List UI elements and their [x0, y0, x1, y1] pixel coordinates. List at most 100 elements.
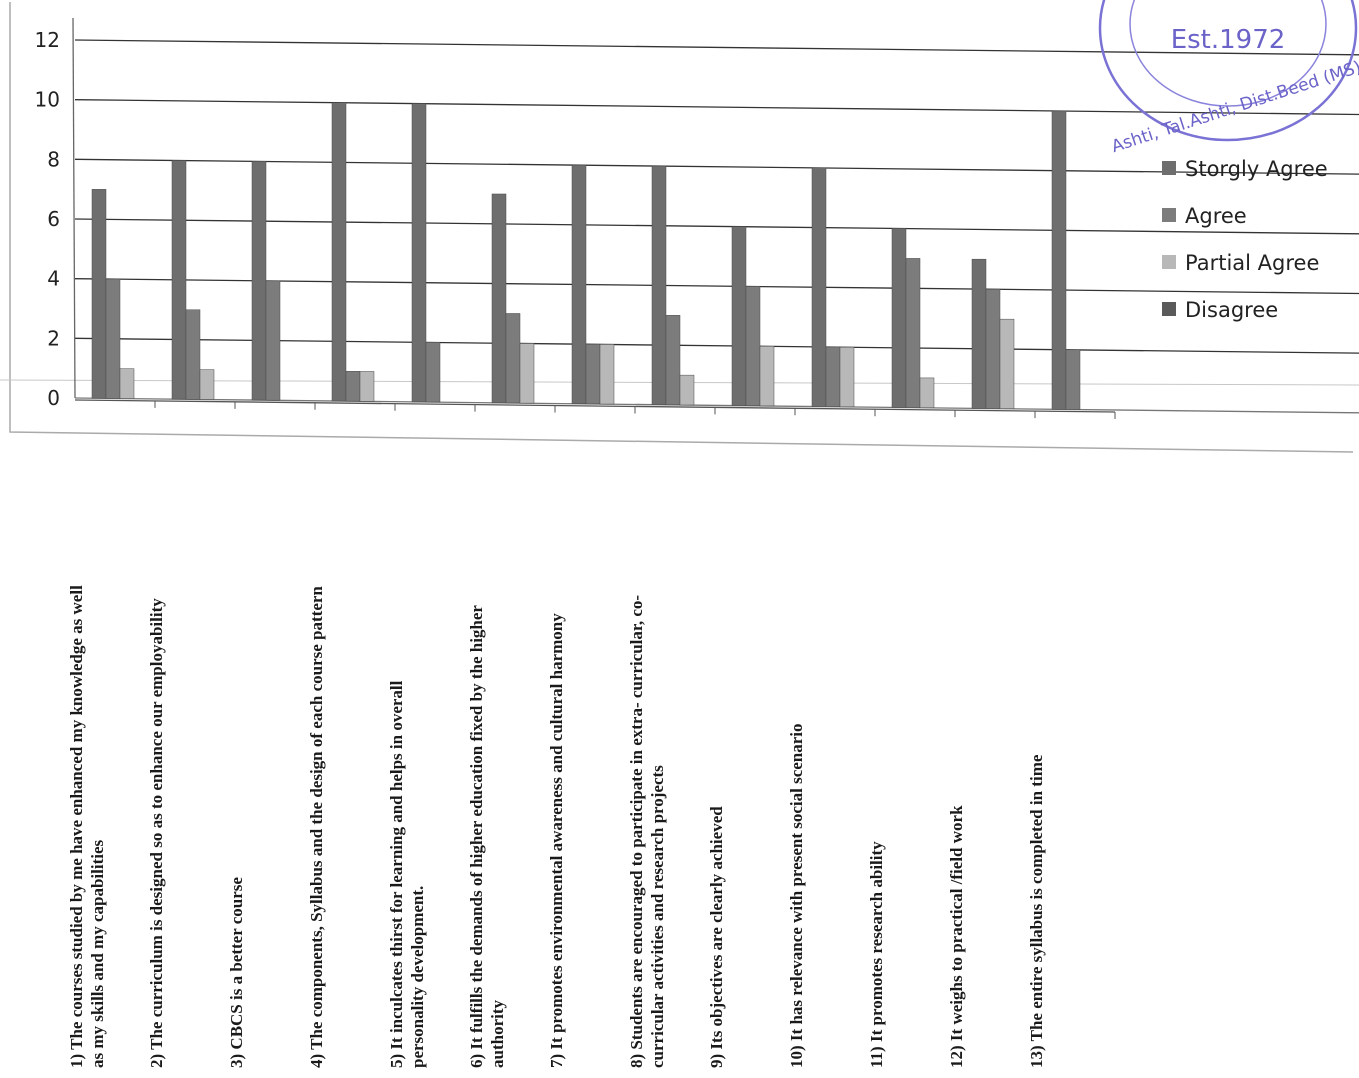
x-category-label-line: 13) The entire syllabus is completed in …	[1027, 754, 1046, 1068]
bar-agree	[745, 286, 761, 406]
bar-partial-agree	[519, 343, 535, 404]
bar-agree	[585, 343, 601, 405]
bar-agree	[825, 346, 841, 407]
x-category-label-line: 8) Students are encouraged to participat…	[627, 595, 646, 1068]
bar-storgly-agree	[251, 161, 267, 401]
x-category-label: 12) It weighs to practical /field work	[947, 805, 966, 1068]
gridline	[74, 218, 1359, 235]
gridline	[74, 99, 1359, 116]
bar-storgly-agree	[1051, 110, 1067, 410]
bar-partial-agree	[199, 369, 215, 400]
y-tick-label: 4	[47, 267, 60, 291]
x-category-label-line: 11) It promotes research ability	[867, 841, 886, 1068]
x-category-label-line: 10) It has relevance with present social…	[787, 723, 806, 1068]
gridline	[74, 278, 1359, 295]
bar-storgly-agree	[651, 165, 667, 405]
y-tick-labels: 0 2 4 6 8 10 12	[35, 28, 60, 410]
bar-partial-agree	[119, 368, 135, 399]
x-category-label: 9) Its objectives are clearly achieved	[707, 806, 726, 1068]
y-tick-label: 8	[47, 147, 60, 171]
bar-partial-agree	[839, 346, 855, 408]
x-category-label: 10) It has relevance with present social…	[787, 723, 806, 1068]
x-category-label-line: 2) The curriculum is designed so as to e…	[147, 598, 166, 1068]
x-category-label-line: 5) It inculcates thirst for learning and…	[387, 680, 406, 1068]
bar-storgly-agree	[331, 102, 347, 402]
x-category-label-line: 7) It promotes environmental awareness a…	[547, 613, 566, 1068]
bar-storgly-agree	[891, 228, 907, 408]
bar-agree	[265, 280, 281, 401]
stamp-place-text: Ashti, Tal.Ashti, Dist.Beed (MS)	[1109, 57, 1359, 157]
bar-agree	[425, 342, 441, 403]
x-category-label-line: 6) It fulfills the demands of higher edu…	[467, 605, 486, 1068]
legend-swatch	[1162, 161, 1176, 175]
legend: Storgly Agree Agree Partial Agree Disagree	[1162, 157, 1328, 322]
bar-partial-agree	[359, 371, 375, 402]
category-labels: 1) The courses studied by me have enhanc…	[67, 585, 1046, 1068]
y-tick-label: 0	[47, 386, 60, 410]
gridline	[74, 337, 1359, 354]
gridlines	[74, 39, 1359, 414]
x-category-label: 11) It promotes research ability	[867, 841, 886, 1068]
x-category-label-line: 4) The components, Syllabus and the desi…	[307, 586, 326, 1068]
bar-agree	[105, 278, 121, 399]
bar-storgly-agree	[491, 193, 507, 404]
x-category-label: 3) CBCS is a better course	[227, 877, 246, 1068]
stamp: Est.1972 Ashti, Tal.Ashti, Dist.Beed (MS…	[1098, 0, 1359, 157]
x-category-label: 8) Students are encouraged to participat…	[627, 595, 667, 1068]
y-tick-label: 6	[47, 207, 60, 231]
bar-agree	[1065, 349, 1081, 410]
x-category-label-line: as my skills and my capabilities	[88, 839, 107, 1068]
legend-label: Partial Agree	[1185, 251, 1319, 275]
x-category-label: 2) The curriculum is designed so as to e…	[147, 598, 166, 1068]
bar-storgly-agree	[571, 164, 587, 404]
x-category-label-line: 12) It weighs to practical /field work	[947, 805, 966, 1068]
legend-swatch	[1162, 302, 1176, 316]
x-axis	[74, 399, 1116, 413]
bar-agree	[185, 309, 201, 400]
x-category-label-line: authority	[488, 1000, 507, 1069]
gridline	[74, 397, 1359, 414]
bar-partial-agree	[999, 318, 1015, 409]
legend-swatch	[1162, 208, 1176, 222]
x-category-label: 7) It promotes environmental awareness a…	[547, 613, 566, 1068]
bar-storgly-agree	[811, 167, 827, 407]
bar-partial-agree	[679, 374, 695, 406]
legend-label: Agree	[1185, 204, 1247, 228]
x-category-label-line: personality development.	[408, 886, 427, 1068]
bar-agree	[345, 371, 361, 402]
stamp-est-text: Est.1972	[1171, 25, 1286, 55]
x-category-label: 1) The courses studied by me have enhanc…	[67, 585, 107, 1068]
bar-storgly-agree	[971, 258, 987, 409]
y-axis	[72, 17, 76, 399]
x-category-label: 5) It inculcates thirst for learning and…	[387, 680, 427, 1068]
bar-agree	[905, 258, 921, 408]
gridline	[74, 39, 1359, 56]
bars	[91, 102, 1081, 410]
x-category-label: 4) The components, Syllabus and the desi…	[307, 586, 326, 1068]
x-category-label-line: curricular activities and research proje…	[648, 765, 667, 1068]
bar-partial-agree	[599, 344, 615, 405]
stamp-outer-ring	[1098, 0, 1358, 142]
x-category-label-line: 3) CBCS is a better course	[227, 877, 246, 1068]
x-category-label: 6) It fulfills the demands of higher edu…	[467, 605, 507, 1068]
bar-storgly-agree	[91, 189, 107, 399]
axes	[72, 17, 1116, 419]
legend-label: Storgly Agree	[1185, 157, 1328, 181]
bar-partial-agree	[919, 377, 935, 408]
chart-frame	[9, 2, 1354, 453]
x-category-label-line: 9) Its objectives are clearly achieved	[707, 806, 726, 1068]
bar-agree	[665, 315, 681, 406]
bar-agree	[985, 288, 1001, 409]
bar-storgly-agree	[731, 226, 747, 406]
legend-label: Disagree	[1185, 298, 1278, 322]
y-tick-label: 12	[35, 28, 60, 52]
y-tick-label: 2	[47, 326, 60, 350]
y-tick-label: 10	[35, 88, 60, 112]
x-category-label-line: 1) The courses studied by me have enhanc…	[67, 585, 86, 1068]
bar-agree	[505, 313, 521, 404]
bar-partial-agree	[759, 345, 775, 407]
bar-storgly-agree	[171, 160, 187, 400]
stamp-inner-ring	[1129, 0, 1327, 107]
x-category-label: 13) The entire syllabus is completed in …	[1027, 754, 1046, 1068]
